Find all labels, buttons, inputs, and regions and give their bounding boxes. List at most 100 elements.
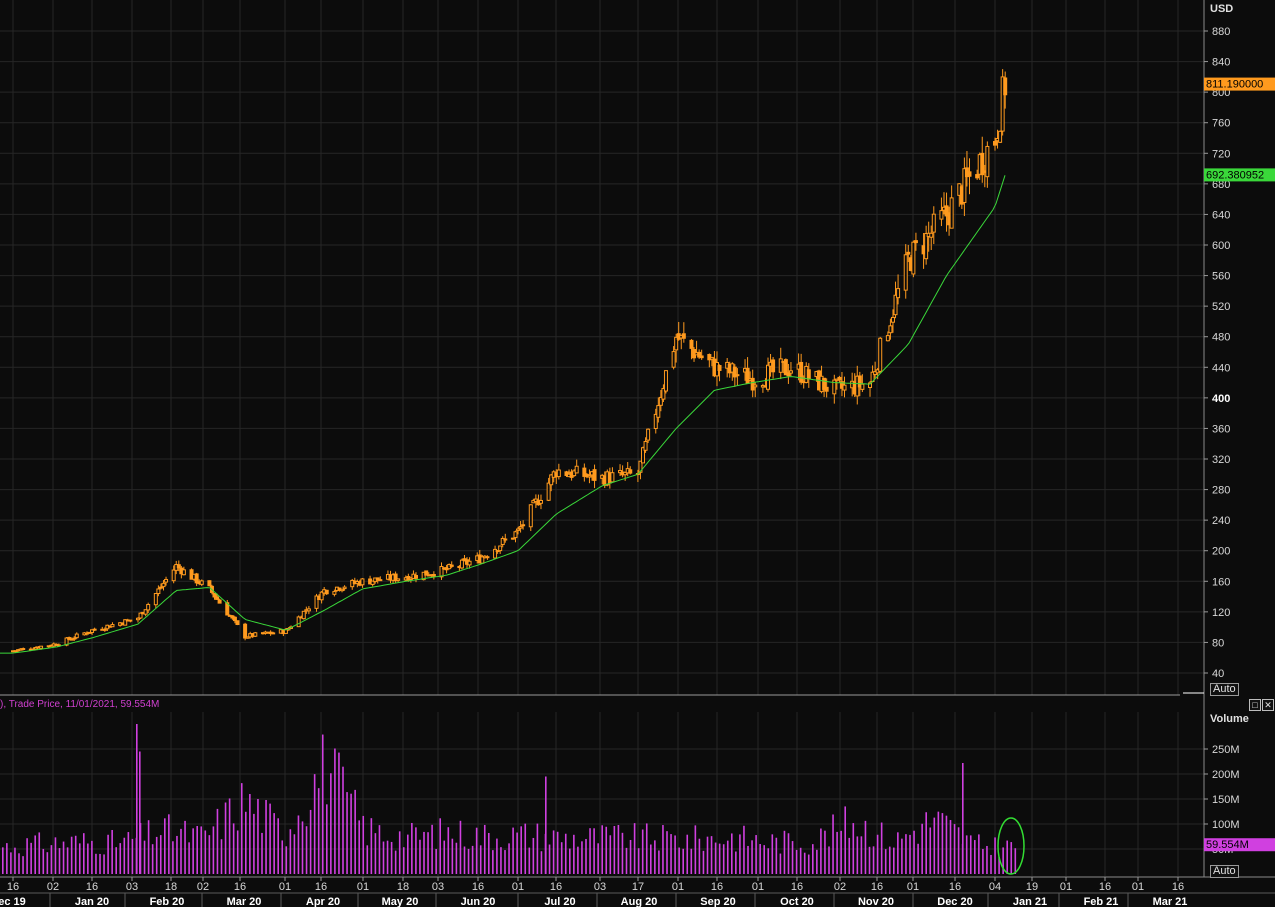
price-tick-label: 160 [1212, 576, 1230, 588]
price-tick-label: 480 [1212, 332, 1230, 344]
candle-body [375, 577, 380, 581]
close-icon[interactable]: ✕ [1262, 699, 1274, 711]
volume-bar [581, 841, 583, 874]
volume-bar [313, 774, 316, 874]
volume-bar [471, 845, 474, 874]
volume-bar [747, 845, 749, 874]
volume-auto-scale-button[interactable]: Auto [1210, 865, 1239, 878]
volume-bar [589, 828, 591, 874]
volume-bar [536, 823, 539, 874]
volume-bar [844, 806, 846, 874]
volume-bar [475, 827, 478, 874]
maximize-icon[interactable]: □ [1249, 699, 1261, 711]
volume-bar [564, 833, 567, 874]
candle-body [253, 632, 258, 637]
volume-bar [897, 832, 899, 874]
volume-bar [103, 854, 105, 874]
candle-body [903, 254, 908, 291]
volume-bar [285, 846, 288, 874]
volume-bar [573, 834, 575, 874]
volume-bar [556, 831, 559, 874]
volume-bar [398, 831, 401, 874]
candle-body [546, 482, 551, 501]
volume-bar [107, 834, 109, 874]
candle-body [735, 374, 740, 377]
volume-bar [585, 838, 587, 874]
volume-bar [597, 843, 599, 874]
x-month-label: Jul 20 [544, 896, 575, 907]
volume-bar [435, 848, 437, 874]
candle-body [656, 405, 661, 418]
x-month-label: Dec 20 [937, 896, 972, 907]
volume-bar [686, 834, 689, 874]
volume-bar [10, 852, 12, 874]
volume-bar [666, 831, 668, 874]
candle-body [643, 441, 648, 451]
volume-bar [532, 837, 535, 874]
candle-body [689, 339, 694, 349]
x-month-label: Nov 20 [858, 896, 894, 907]
candle-body [518, 526, 523, 529]
volume-bar [637, 848, 640, 874]
x-tick-label: 16 [86, 881, 98, 893]
price-tick-label: 720 [1212, 148, 1230, 160]
volume-bar [87, 843, 89, 874]
x-tick-label: 18 [165, 881, 177, 893]
volume-bar [901, 838, 903, 874]
volume-bar [159, 835, 162, 874]
volume-bar [888, 846, 891, 874]
candle-body [592, 469, 597, 481]
candle-body [194, 573, 199, 584]
volume-bar [38, 832, 41, 874]
candle-body [459, 559, 464, 569]
candle-body [641, 447, 646, 464]
volume-bar [451, 838, 454, 874]
price-auto-scale-button[interactable]: Auto [1210, 683, 1239, 696]
candle-body [709, 356, 714, 360]
volume-bar [945, 815, 948, 874]
volume-bar [46, 852, 49, 874]
candle-body [245, 636, 250, 639]
candle-body [753, 384, 758, 388]
volume-bar [305, 826, 308, 874]
volume-bar [812, 844, 814, 874]
candle-body [414, 575, 419, 579]
x-tick-label: 02 [197, 881, 209, 893]
candle-body [199, 580, 204, 585]
volume-bar [978, 834, 980, 874]
candle-body [556, 469, 561, 478]
candle-body [164, 578, 169, 583]
volume-bar [338, 752, 340, 874]
x-axis-ticks: 16 02 16 03 18 02 16 01 16 01 18 03 16 01 16 03 17 01 16 01… [0, 877, 1187, 907]
volume-bar [427, 832, 429, 874]
candle-body [232, 616, 237, 622]
candle-body [225, 602, 230, 616]
volume-bar [791, 841, 794, 874]
x-tick-label: 16 [949, 881, 961, 893]
candle-body [324, 589, 329, 595]
volume-bar [50, 845, 53, 874]
volume-bar [974, 840, 976, 874]
candle-body [949, 197, 954, 229]
volume-bar [30, 842, 32, 874]
candle-body [890, 316, 895, 323]
volume-bar [803, 852, 806, 874]
candle-body [837, 376, 842, 381]
volume-bar [512, 827, 514, 874]
volume-bar [799, 847, 802, 874]
x-tick-label: 16 [472, 881, 484, 893]
volume-bar [654, 840, 656, 874]
volume-bars [2, 724, 1017, 874]
volume-bar [763, 845, 765, 874]
x-month-label: Mar 20 [227, 896, 262, 907]
volume-bar [613, 826, 616, 874]
candle-body [123, 619, 128, 626]
volume-bar [488, 832, 490, 874]
volume-bar [645, 823, 648, 874]
volume-bar [423, 831, 425, 874]
volume-bar [949, 820, 952, 874]
candle-body [1003, 77, 1008, 96]
candle-body [128, 619, 133, 622]
x-tick-label: 16 [711, 881, 723, 893]
volume-bar [18, 853, 20, 874]
